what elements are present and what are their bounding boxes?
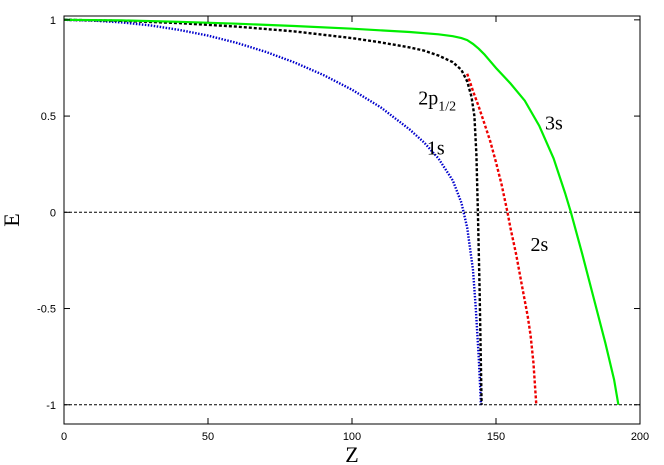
- x-axis-title: Z: [345, 442, 358, 465]
- x-tick-label: 200: [631, 431, 649, 443]
- series-label-2: 2s: [531, 234, 549, 256]
- y-tick-label: 0: [50, 207, 56, 219]
- y-tick-label: -1: [46, 400, 56, 412]
- y-tick-label: -0.5: [37, 304, 56, 316]
- series-lines: [63, 18, 640, 406]
- series-label-3: 3s: [545, 113, 563, 135]
- x-tick-label: 0: [61, 431, 67, 443]
- series-line-2: [466, 73, 538, 405]
- y-tick-label: 1: [50, 15, 56, 27]
- y-tick-label: 0.5: [41, 111, 56, 123]
- y-axis-title: E: [0, 213, 24, 226]
- series-label-0: 1s: [427, 138, 445, 160]
- series-label-1: 2p1/2: [418, 88, 456, 115]
- x-tick-label: 50: [202, 431, 214, 443]
- series-line-0: [63, 18, 483, 405]
- series-line-3: [63, 18, 620, 405]
- x-tick-label: 150: [487, 431, 505, 443]
- axis-ticks: 0 50 100 150 200 -1 -0.5 0 0.5 1: [37, 15, 649, 443]
- series-line-1: [63, 18, 483, 405]
- plot-frame: [63, 15, 641, 425]
- x-tick-label: 100: [343, 431, 361, 443]
- series-labels: 1s 2p1/2 2s 3s: [418, 88, 563, 256]
